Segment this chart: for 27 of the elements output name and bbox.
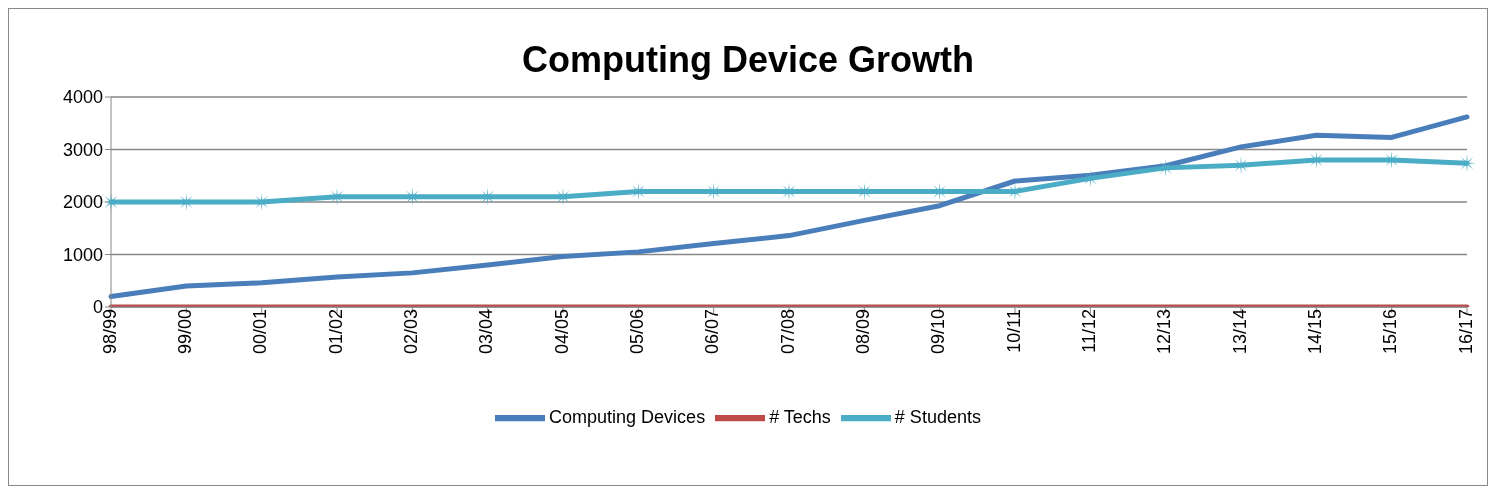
x-tick-label: 16/17: [1455, 309, 1476, 355]
x-tick-label: 07/08: [777, 309, 798, 355]
x-tick-label: 05/06: [627, 309, 648, 355]
x-tick-label: 06/07: [702, 309, 723, 355]
x-tick-label: 03/04: [476, 309, 497, 355]
chart-title: Computing Device Growth: [521, 39, 975, 82]
x-tick-label: 02/03: [401, 309, 422, 355]
legend-label: # Techs: [769, 406, 831, 427]
x-tick-label: 12/13: [1154, 309, 1175, 355]
x-tick-label: 10/11: [1003, 309, 1024, 353]
x-tick-label: 04/05: [551, 309, 572, 355]
x-tick-label: 15/16: [1380, 309, 1401, 355]
x-tick-label: 14/15: [1305, 309, 1326, 355]
x-tick-label: 08/09: [853, 309, 874, 355]
x-tick-label: 11/12: [1079, 309, 1100, 353]
x-tick-label: 13/14: [1229, 309, 1250, 355]
x-tick-label: 00/01: [250, 309, 271, 355]
x-tick-label: 09/10: [928, 309, 949, 355]
y-tick-label: 2000: [62, 192, 103, 213]
x-tick-label: 01/02: [325, 309, 346, 355]
legend-label: Computing Devices: [549, 406, 706, 427]
y-tick-label: 1000: [62, 244, 103, 265]
y-tick-label: 3000: [62, 139, 103, 160]
legend-label: # Students: [894, 406, 981, 427]
y-tick-label: 4000: [62, 87, 103, 108]
x-tick-label: 99/00: [175, 309, 196, 355]
y-tick-label: 0: [92, 297, 103, 318]
